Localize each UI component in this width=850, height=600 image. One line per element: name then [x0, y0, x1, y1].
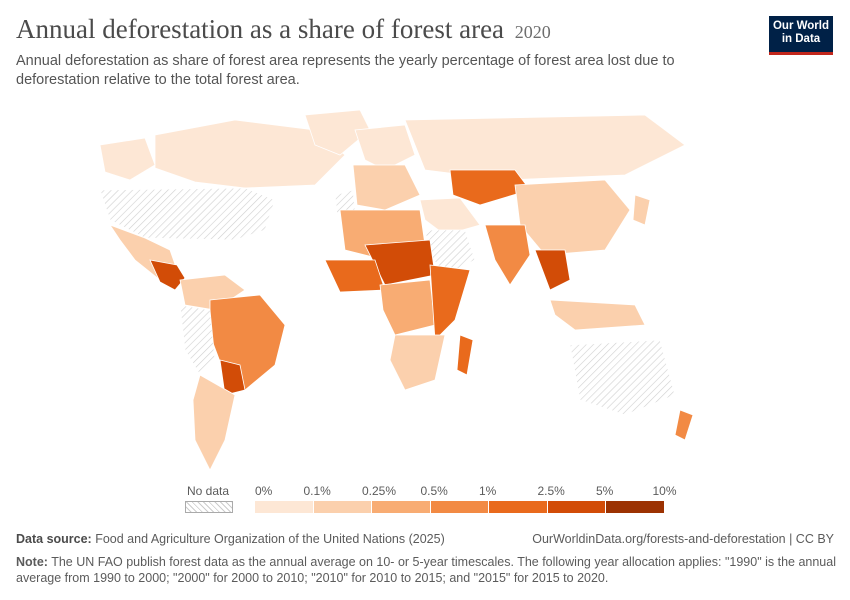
- legend-bin-label: 0.5%: [420, 484, 448, 498]
- legend-bin-label: 0.1%: [303, 484, 331, 498]
- legend-no-data-label: No data: [187, 484, 230, 498]
- legend-bin-swatch[interactable]: [489, 501, 547, 513]
- footnote: Note: The UN FAO publish forest data as …: [16, 554, 836, 586]
- country-greenland[interactable]: [304, 109, 371, 156]
- country-central-africa[interactable]: [379, 279, 436, 336]
- legend-bin-swatch[interactable]: [255, 501, 313, 513]
- country-west-africa[interactable]: [324, 259, 386, 293]
- color-legend: No data 0% 0.1% 0.25% 0.5% 1% 2.5% 5% 10%: [185, 484, 677, 516]
- logo-line-1: Our World: [772, 20, 829, 32]
- country-alaska[interactable]: [99, 137, 156, 181]
- country-middle-east[interactable]: [419, 197, 481, 236]
- country-peru-bolivia[interactable]: [179, 304, 216, 376]
- country-new-zealand[interactable]: [674, 409, 694, 441]
- country-kazakhstan[interactable]: [449, 169, 531, 206]
- source-url[interactable]: OurWorldinData.org/forests-and-deforesta…: [532, 532, 834, 546]
- country-europe-south[interactable]: [352, 164, 421, 211]
- legend-bin-label: 10%: [652, 484, 677, 498]
- legend-bin-label: 0%: [255, 484, 273, 498]
- source-label: Data source:: [16, 532, 92, 546]
- country-canada[interactable]: [154, 119, 346, 189]
- country-japan[interactable]: [632, 194, 651, 226]
- country-indonesia[interactable]: [549, 299, 646, 331]
- country-brazil[interactable]: [209, 294, 286, 391]
- legend-bin-label: 1%: [479, 484, 497, 498]
- country-argentina-chile[interactable]: [192, 374, 236, 471]
- data-source: Data source: Food and Agriculture Organi…: [16, 532, 445, 546]
- chart-subtitle: Annual deforestation as share of forest …: [16, 53, 675, 88]
- country-europe-north[interactable]: [354, 124, 416, 171]
- world-map: [85, 109, 695, 480]
- country-madagascar[interactable]: [456, 334, 474, 376]
- chart-title: Annual deforestation as a share of fores…: [16, 14, 551, 45]
- country-southeast-asia[interactable]: [534, 249, 571, 291]
- legend-bin-swatch[interactable]: [547, 501, 605, 513]
- country-india[interactable]: [484, 224, 531, 286]
- legend-bin-swatch[interactable]: [430, 501, 488, 513]
- country-china[interactable]: [514, 179, 631, 256]
- country-southern-africa[interactable]: [389, 334, 446, 391]
- legend-bin-label: 2.5%: [537, 484, 565, 498]
- country-east-africa[interactable]: [429, 264, 471, 341]
- legend-bin-swatch[interactable]: [372, 501, 430, 513]
- source-text: Food and Agriculture Organization of the…: [95, 532, 445, 546]
- note-text: The UN FAO publish forest data as the an…: [16, 555, 836, 585]
- note-label: Note:: [16, 555, 48, 569]
- legend-bin-label: 0.25%: [362, 484, 397, 498]
- country-usa[interactable]: [99, 187, 276, 241]
- country-russia[interactable]: [404, 114, 686, 181]
- legend-bin-swatch[interactable]: [313, 501, 371, 513]
- logo-accent-bar: [769, 52, 833, 55]
- title-text: Annual deforestation as a share of fores…: [16, 14, 505, 44]
- country-paraguay[interactable]: [219, 359, 246, 396]
- legend-no-data-swatch[interactable]: [185, 501, 233, 513]
- legend-bin-label: 5%: [596, 484, 614, 498]
- legend-bin-swatch[interactable]: [606, 501, 664, 513]
- title-year: 2020: [514, 22, 551, 42]
- owid-logo[interactable]: Our World in Data: [769, 16, 833, 55]
- country-australia[interactable]: [569, 339, 676, 416]
- country-central-america[interactable]: [149, 259, 186, 291]
- logo-line-2: in Data: [781, 33, 821, 45]
- map-svg: [99, 109, 694, 471]
